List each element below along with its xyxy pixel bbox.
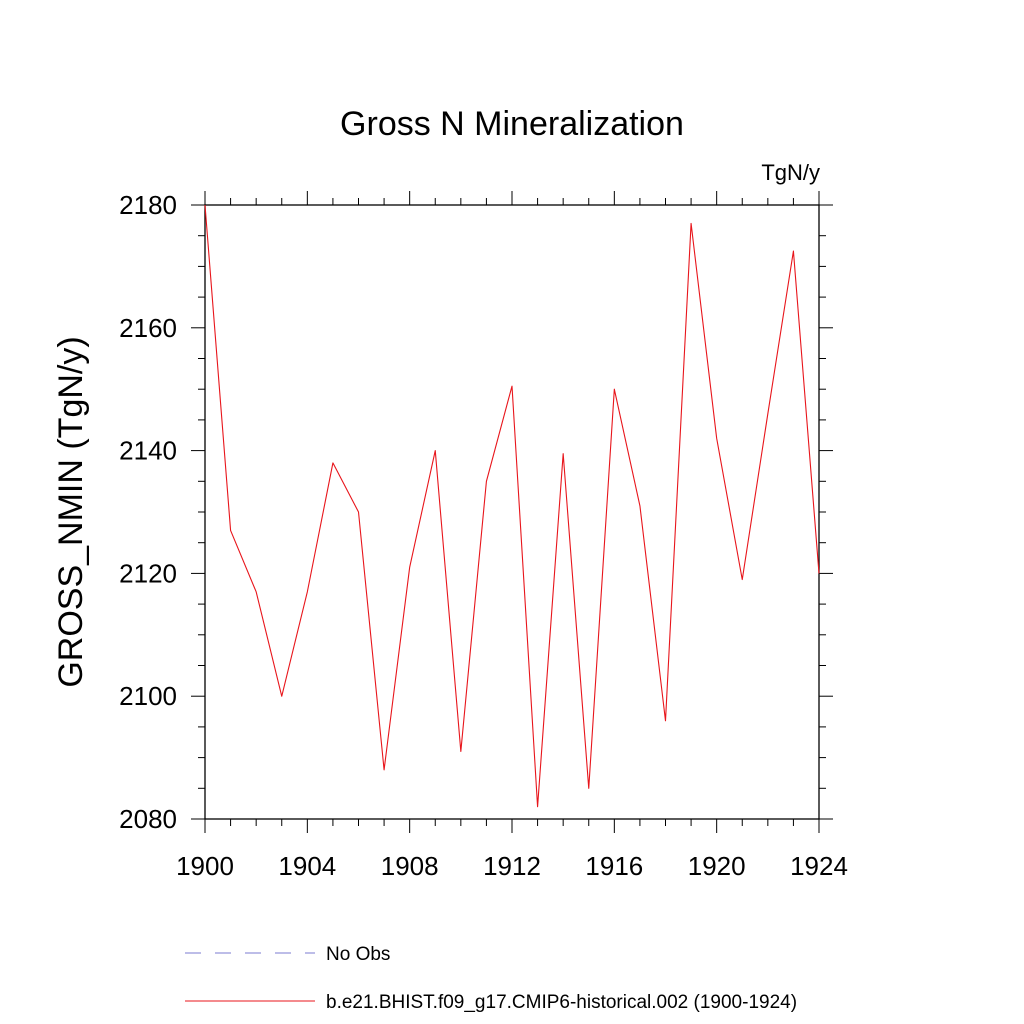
- y-axis-label: GROSS_NMIN (TgN/y): [52, 336, 90, 687]
- units-label: TgN/y: [761, 160, 820, 185]
- y-tick-label: 2180: [119, 190, 177, 220]
- x-tick-label: 1900: [176, 851, 234, 881]
- y-tick-label: 2140: [119, 436, 177, 466]
- x-tick-label: 1912: [483, 851, 541, 881]
- legend: No Obs b.e21.BHIST.f09_g17.CMIP6-histori…: [185, 944, 797, 1013]
- x-tick-label: 1924: [790, 851, 848, 881]
- y-tick-label: 2160: [119, 313, 177, 343]
- data-series: [204, 204, 820, 808]
- legend-label-no-obs: No Obs: [326, 944, 390, 965]
- axis-ticks: [191, 191, 833, 833]
- x-tick-label: 1908: [381, 851, 439, 881]
- x-tick-label: 1920: [688, 851, 746, 881]
- tick-labels: 1900 1904 1908 1912 1916 1920 1924 2080 2100 2120…: [119, 190, 848, 881]
- plot-frame: [204, 204, 820, 820]
- y-tick-label: 2120: [119, 558, 177, 588]
- chart-title: Gross N Mineralization: [340, 105, 684, 143]
- y-tick-label: 2100: [119, 681, 177, 711]
- legend-label-historical: b.e21.BHIST.f09_g17.CMIP6-historical.002…: [326, 992, 797, 1013]
- x-tick-label: 1904: [278, 851, 336, 881]
- x-tick-label: 1916: [585, 851, 643, 881]
- y-tick-label: 2080: [119, 804, 177, 834]
- series-line-0: [204, 204, 820, 808]
